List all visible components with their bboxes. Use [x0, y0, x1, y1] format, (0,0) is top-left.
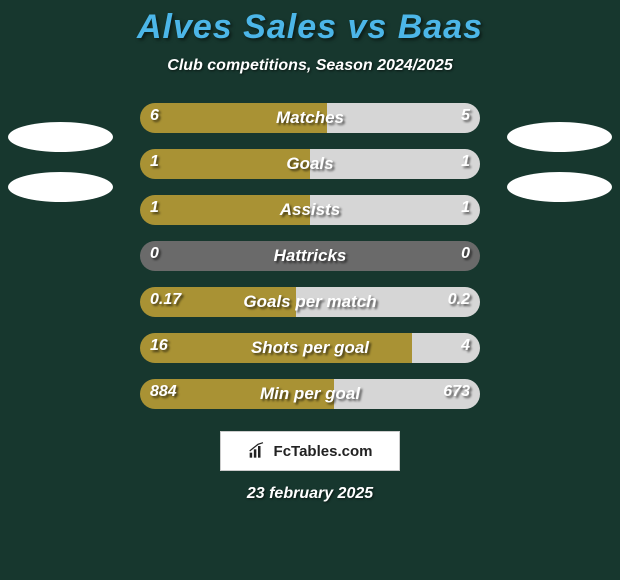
- stat-row: Hattricks0 0: [0, 241, 620, 287]
- stat-value-right: 1: [461, 153, 470, 171]
- stat-bar: Assists: [140, 195, 480, 225]
- source-logo: FcTables.com: [220, 431, 400, 471]
- stat-value-right: 0: [461, 245, 470, 263]
- stat-value-right: 0.2: [448, 291, 470, 309]
- stat-bar-left: [140, 149, 310, 179]
- stat-bar-right: [310, 241, 480, 271]
- stat-row: Goals per match0.17 0.2: [0, 287, 620, 333]
- stat-value-left: 0.17: [150, 291, 181, 309]
- stat-value-left: 0: [150, 245, 159, 263]
- stat-row: Matches6 5: [0, 103, 620, 149]
- stat-value-left: 6: [150, 107, 159, 125]
- chart-icon: [248, 442, 268, 460]
- stat-bar-right: [310, 195, 480, 225]
- subtitle: Club competitions, Season 2024/2025: [0, 57, 620, 75]
- stat-row: Shots per goal16 4: [0, 333, 620, 379]
- stat-bar-right: [310, 149, 480, 179]
- stat-bar-right: [327, 103, 480, 133]
- stat-bar: Goals: [140, 149, 480, 179]
- stat-bar: Matches: [140, 103, 480, 133]
- stat-value-left: 884: [150, 383, 177, 401]
- stats-rows: Matches65Goals11Assists11Hattricks00Goal…: [0, 103, 620, 425]
- stat-bar-left: [140, 103, 327, 133]
- stat-value-right: 1: [461, 199, 470, 217]
- stat-bar-left: [140, 241, 310, 271]
- stat-value-left: 1: [150, 199, 159, 217]
- page-title: Alves Sales vs Baas: [0, 8, 620, 47]
- stat-value-right: 673: [443, 383, 470, 401]
- stat-value-left: 1: [150, 153, 159, 171]
- stat-row: Min per goal884 673: [0, 379, 620, 425]
- date-label: 23 february 2025: [0, 485, 620, 503]
- stat-bar-left: [140, 195, 310, 225]
- comparison-infographic: Alves Sales vs Baas Club competitions, S…: [0, 0, 620, 580]
- stat-bar: Hattricks: [140, 241, 480, 271]
- stat-row: Assists1 1: [0, 195, 620, 241]
- stat-bar: Goals per match: [140, 287, 480, 317]
- stat-bar: Min per goal: [140, 379, 480, 409]
- stat-bar: Shots per goal: [140, 333, 480, 363]
- stat-value-left: 16: [150, 337, 168, 355]
- logo-text: FcTables.com: [274, 443, 373, 460]
- stat-row: Goals1 1: [0, 149, 620, 195]
- stat-bar-left: [140, 333, 412, 363]
- stat-value-right: 4: [461, 337, 470, 355]
- stat-value-right: 5: [461, 107, 470, 125]
